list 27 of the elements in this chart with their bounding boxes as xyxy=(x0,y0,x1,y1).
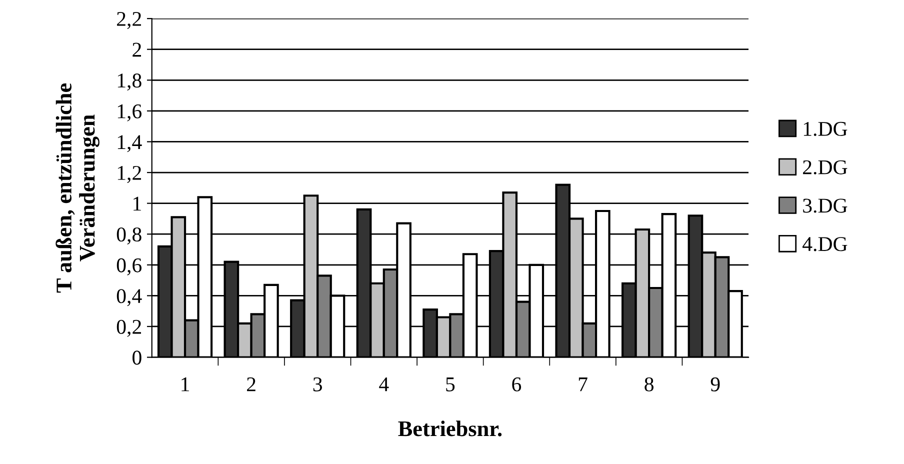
x-tick-label: 9 xyxy=(710,377,720,392)
legend-label: 2.DG xyxy=(803,160,848,174)
x-tick-label: 8 xyxy=(644,377,654,392)
y-axis-title: T außen, entzündliche Veränderungen xyxy=(56,83,100,293)
legend-label: 1.DG xyxy=(804,122,848,136)
y-tick-label: 0,2 xyxy=(116,320,141,337)
y-tick-label: 0,6 xyxy=(116,258,142,276)
x-tick-label: 7 xyxy=(578,378,588,392)
y-tick-label: 2,2 xyxy=(117,12,141,29)
x-tick-label: 4 xyxy=(379,377,389,392)
y-tick-label: 1,2 xyxy=(118,166,141,183)
x-tick-label: 2 xyxy=(247,377,256,392)
y-tick-label: 2 xyxy=(132,42,141,57)
y-tick-label: 1,4 xyxy=(118,135,142,152)
y-tick-label: 0 xyxy=(132,350,142,365)
x-axis-title: Betriebsnr. xyxy=(398,420,502,436)
y-tick-label: 0,8 xyxy=(116,227,142,245)
x-tick-label: 3 xyxy=(313,377,322,392)
x-tick-label: 1 xyxy=(182,377,189,392)
legend-label: 4.DG xyxy=(802,237,848,252)
y-tick-label: 0,4 xyxy=(116,289,142,306)
x-tick-label: 5 xyxy=(446,378,455,392)
y-tick-label: 1,6 xyxy=(118,104,142,122)
legend-label: 3.DG xyxy=(803,198,848,213)
y-tick-label: 1 xyxy=(134,196,141,211)
y-tick-label: 1,8 xyxy=(118,74,142,91)
x-tick-label: 6 xyxy=(512,377,522,392)
